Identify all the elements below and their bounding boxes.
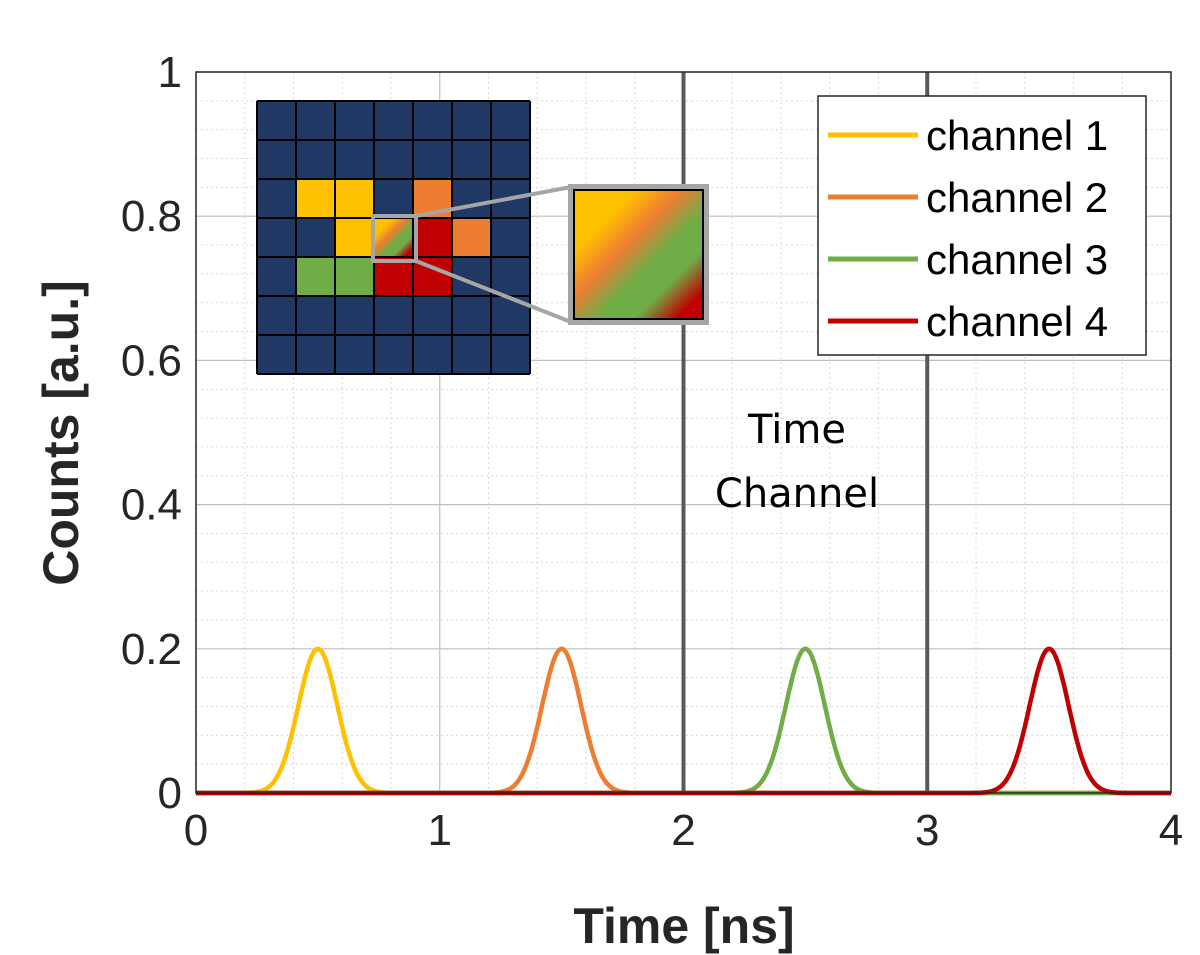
inset-pixel [296,179,335,218]
legend-entry-label: channel 2 [926,174,1108,221]
time-channel-annotation: Time Channel [715,407,879,517]
legend-entry-label: channel 3 [926,236,1108,283]
y-tick-label: 1 [158,48,182,97]
x-tick-label: 4 [1159,806,1183,855]
y-axis-label: Counts [a.u.] [33,280,89,586]
pixel-array-inset [256,100,709,375]
inset-pixel [374,257,413,296]
y-tick-label: 0.8 [121,192,182,241]
plot-frame [195,71,1172,794]
y-tick-label: 0.6 [121,336,182,385]
inset-pixel [335,218,374,257]
x-tick-label: 3 [915,806,939,855]
annotation-line-2: Channel [715,471,879,517]
inset-pixel [335,179,374,218]
legend-entry-label: channel 1 [926,112,1108,159]
zoom-connector [415,259,572,324]
zoomed-pixel-border [573,189,704,320]
legend-box [817,95,1147,356]
zoom-connector [415,185,572,218]
x-axis-label: Time [ns] [573,898,794,954]
inset-pixel [413,218,452,257]
y-tick-label: 0.4 [121,481,182,530]
x-tick-label: 2 [671,806,695,855]
y-tick-labels: 0 0.2 0.4 0.6 0.8 1 [121,48,182,818]
legend-entry-label: channel 4 [926,298,1108,345]
inset-pixel [374,218,413,257]
legend: channel 1 channel 2 channel 3 channel 4 [817,95,1147,356]
y-tick-label: 0 [158,769,182,818]
y-tick-label: 0.2 [121,625,182,674]
x-tick-label: 0 [184,806,208,855]
x-tick-labels: 0 1 2 3 4 [184,806,1183,855]
annotation-line-1: Time [747,407,846,453]
zoom-source-box [371,214,418,263]
x-tick-label: 1 [428,806,452,855]
inset-pixel [335,257,374,296]
inset-pixel [296,257,335,296]
zoomed-mixed-pixel [568,184,709,325]
inset-pixel [452,218,491,257]
